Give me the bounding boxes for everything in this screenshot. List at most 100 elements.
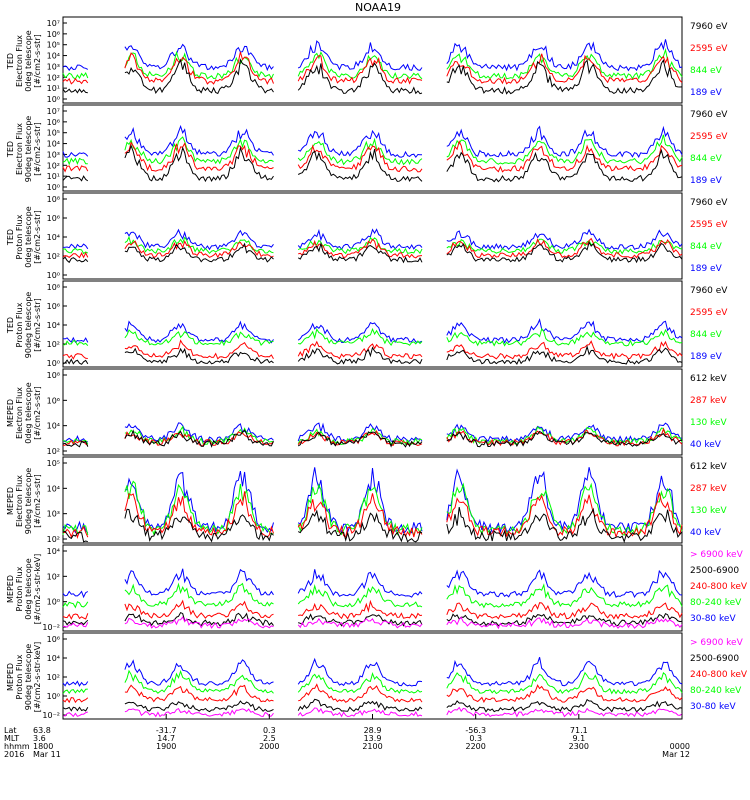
- y-axis-label: [#/cm2-s-str]: [33, 474, 42, 527]
- series-line: [62, 39, 683, 72]
- y-tick-label: 10²: [47, 447, 60, 456]
- y-tick-label: 10⁶: [47, 118, 60, 127]
- series-line: [62, 318, 683, 344]
- y-tick-label: 10⁴: [47, 484, 60, 493]
- legend-entry: > 6900 keV: [690, 550, 744, 560]
- time-tick-label: Mar 11: [33, 750, 61, 759]
- time-row-label: hhmm: [4, 742, 30, 751]
- time-tick-label: 63.8: [33, 726, 51, 735]
- y-tick-label: 10⁰: [47, 598, 60, 607]
- time-tick-label: 2.5: [263, 734, 276, 743]
- time-tick-label: -31.7: [156, 726, 177, 735]
- y-tick-label: 10⁰: [47, 359, 60, 368]
- time-tick-label: 2100: [362, 742, 382, 751]
- legend-entry: 287 keV: [690, 396, 727, 406]
- time-tick-label: 2300: [569, 742, 589, 751]
- panel-7: 10⁴ 10² 10⁰ 10⁻² MEPED Proton Flux 0deg telesc…: [6, 544, 748, 632]
- time-tick-label: 1900: [156, 742, 176, 751]
- series-line: [62, 58, 683, 95]
- series-line: [62, 144, 683, 183]
- legend-entry: 612 keV: [690, 462, 727, 472]
- y-tick-label: 10⁷: [47, 19, 60, 28]
- legend-entry: 240-800 keV: [690, 582, 748, 592]
- y-tick-label: 10⁰: [47, 692, 60, 701]
- legend-entry: 240-800 keV: [690, 670, 748, 680]
- panel-5: 10⁸ 10⁶ 10⁴ 10² MEPED Electron Flux 0deg teles…: [6, 368, 727, 456]
- legend-entry: 2595 eV: [690, 308, 728, 318]
- y-tick-label: 10⁻²: [42, 623, 60, 632]
- legend-entry: 7960 eV: [690, 110, 728, 120]
- y-tick-label: 10⁶: [47, 30, 60, 39]
- time-tick-label: Mar 12: [662, 750, 690, 759]
- time-tick-label: 0.3: [469, 734, 482, 743]
- y-tick-label: 10⁶: [47, 635, 60, 644]
- y-axis-label: [#/cm2-s-str]: [33, 122, 42, 175]
- series-line: [62, 507, 683, 544]
- time-row-label: MLT: [4, 734, 19, 743]
- y-axis-label: [#/cm2-s-str-keV]: [33, 554, 42, 625]
- y-axis-label: Electron Flux: [15, 387, 24, 439]
- y-axis-label: MEPED: [6, 487, 15, 515]
- y-tick-label: 10⁵: [47, 41, 60, 50]
- y-tick-label: 10⁸: [47, 283, 60, 292]
- y-axis-label: [#/cm2-s-str]: [33, 386, 42, 439]
- time-tick-label: 71.1: [570, 726, 588, 735]
- legend-entry: 189 eV: [690, 88, 723, 98]
- series-line: [62, 237, 683, 259]
- series-line: [62, 429, 683, 448]
- y-tick-label: 10⁵: [47, 459, 60, 468]
- series-line: [62, 611, 683, 627]
- legend-entry: 40 keV: [690, 440, 722, 450]
- legend-entry: 80-240 keV: [690, 686, 742, 696]
- legend-entry: 30-80 keV: [690, 614, 736, 624]
- y-tick-label: 10⁴: [47, 422, 60, 431]
- y-tick-label: 10⁴: [47, 52, 60, 61]
- legend-entry: 189 eV: [690, 176, 723, 186]
- y-axis-label: 0deg telescope: [24, 30, 33, 91]
- y-tick-label: 10²: [47, 673, 60, 682]
- y-tick-label: 10⁻²: [42, 711, 60, 720]
- y-axis-label: 90deg telescope: [24, 468, 33, 535]
- y-axis-label: 0deg telescope: [24, 382, 33, 443]
- panel-4: 10⁸ 10⁶ 10⁴ 10² 10⁰ TED Proton Flux 90deg teles…: [6, 280, 728, 368]
- time-tick-label: 1800: [33, 742, 53, 751]
- series-line: [62, 683, 683, 704]
- series-line: [62, 599, 683, 620]
- series-line: [62, 480, 683, 537]
- legend-entry: 2595 eV: [690, 220, 728, 230]
- panel-frame: [62, 16, 683, 104]
- time-tick-label: 0000: [670, 742, 690, 751]
- time-tick-label: 28.9: [364, 726, 382, 735]
- y-tick-label: 10⁵: [47, 129, 60, 138]
- y-axis-label: Electron Flux: [15, 123, 24, 175]
- y-axis-label: Proton Flux: [15, 302, 24, 347]
- legend-entry: 130 keV: [690, 506, 727, 516]
- chart-title: NOAA19: [355, 1, 401, 14]
- legend-entry: 7960 eV: [690, 22, 728, 32]
- y-axis-label: 90deg telescope: [24, 292, 33, 359]
- legend-entry: 2500-6900: [690, 654, 739, 664]
- time-row-label: 2016: [4, 750, 24, 759]
- series-line: [62, 140, 683, 173]
- series-line: [62, 568, 683, 599]
- panel-8: 10⁶ 10⁴ 10² 10⁰ 10⁻² MEPED Proton Flux 90deg te…: [6, 632, 748, 720]
- panel-frame: [62, 192, 683, 280]
- y-tick-label: 10³: [47, 150, 60, 159]
- y-tick-label: 10⁴: [47, 233, 60, 242]
- panel-3: 10⁸ 10⁶ 10⁴ 10² 10⁰ TED Proton Flux 0deg telesc…: [6, 192, 728, 280]
- series-line: [62, 241, 683, 264]
- series-line: [62, 467, 683, 535]
- y-tick-label: 10⁷: [47, 107, 60, 116]
- series-line: [62, 51, 683, 85]
- y-tick-label: 10²: [47, 252, 60, 261]
- legend-entry: > 6900 keV: [690, 638, 744, 648]
- y-tick-label: 10³: [47, 510, 60, 519]
- y-axis-label: [#/cm2-s-str-keV]: [33, 642, 42, 713]
- panel-frame: [62, 632, 683, 720]
- y-tick-label: 10⁴: [47, 547, 60, 556]
- y-axis-label: [#/cm2-s-str]: [33, 298, 42, 351]
- y-tick-label: 10²: [47, 73, 60, 82]
- y-tick-label: 10⁴: [47, 321, 60, 330]
